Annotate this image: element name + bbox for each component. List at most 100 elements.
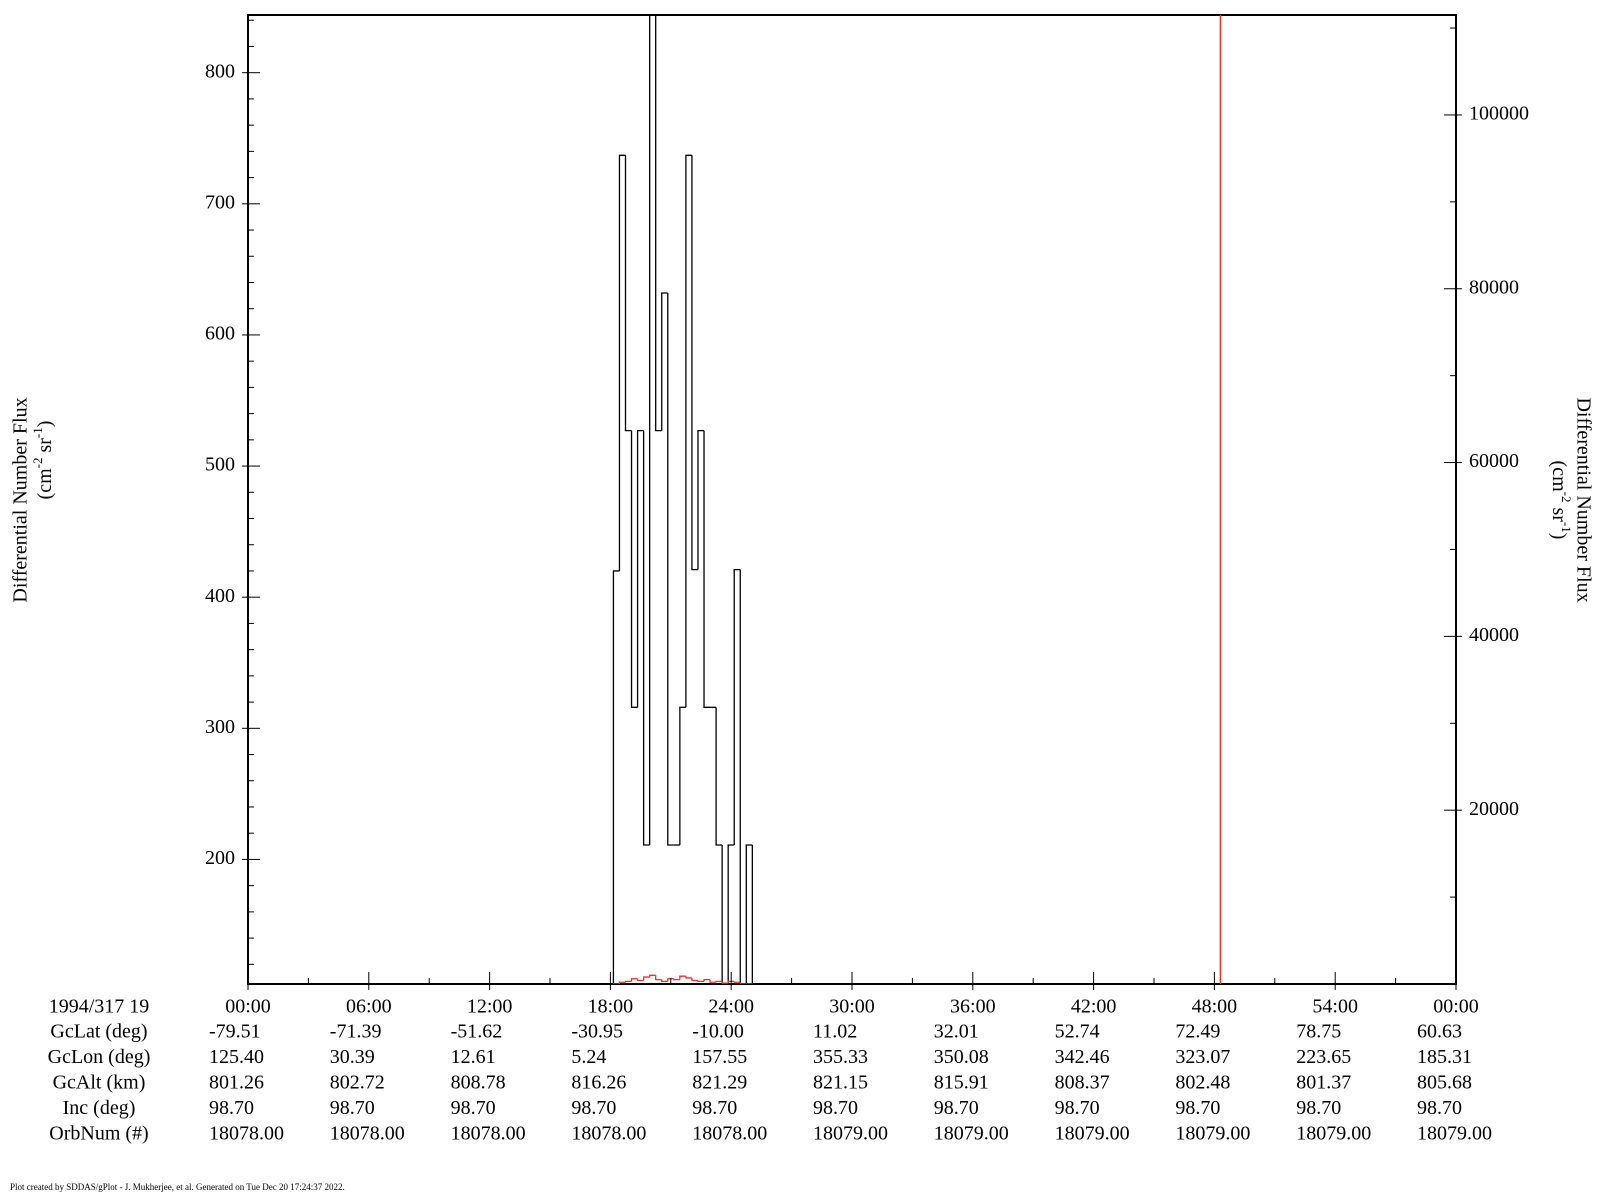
y-tick-label: 700 (205, 191, 235, 213)
ephemeris-value: 98.70 (1175, 1097, 1220, 1119)
y-tick-label: 400 (205, 585, 235, 607)
ephemeris-value: -79.51 (209, 1021, 261, 1043)
ephemeris-value: 323.07 (1175, 1046, 1230, 1068)
ephemeris-value: 157.55 (692, 1046, 747, 1068)
ephemeris-value: -10.00 (692, 1021, 744, 1043)
ephemeris-value: 808.37 (1055, 1072, 1110, 1094)
y2-tick-label: 80000 (1469, 276, 1519, 298)
ephemeris-value: -71.39 (330, 1021, 382, 1043)
x-tick-label: 00:00 (225, 996, 271, 1018)
ephemeris-value: 98.70 (1417, 1097, 1462, 1119)
y-tick-label: 300 (205, 716, 235, 738)
ephemeris-value: 801.26 (209, 1072, 264, 1094)
histogram-step (703, 979, 711, 982)
x-tick-label: 42:00 (1071, 996, 1117, 1018)
ephemeris-value: 808.78 (451, 1072, 506, 1094)
histogram-step (691, 977, 698, 982)
histogram-step (655, 975, 662, 981)
ephemeris-value: 52.74 (1055, 1021, 1100, 1043)
ephemeris-value: 801.37 (1296, 1072, 1351, 1094)
histogram-step (745, 844, 753, 984)
histogram-step (727, 980, 735, 984)
histogram-step (691, 155, 698, 571)
y2-tick-label: 40000 (1469, 624, 1519, 646)
histogram-step (739, 569, 741, 984)
x-tick-label: 12:00 (467, 996, 513, 1018)
ephemeris-value: 816.26 (571, 1072, 626, 1094)
ephemeris-label: GcLat (deg) (50, 1021, 147, 1043)
ephemeris-value: 815.91 (934, 1072, 989, 1094)
plot-frame (247, 14, 1457, 985)
ephemeris-value: 18079.00 (1417, 1123, 1492, 1145)
y2-tick-label: 20000 (1469, 798, 1519, 820)
ephemeris-value: 125.40 (209, 1046, 264, 1068)
ephemeris-label: GcLon (deg) (48, 1046, 151, 1068)
histogram-step (630, 430, 638, 708)
histogram-step (721, 845, 723, 984)
ephemeris-value: 60.63 (1417, 1021, 1462, 1043)
ephemeris-value: -30.95 (571, 1021, 623, 1043)
y2-axis-unit: (cm-2 sr-1) (1548, 461, 1574, 540)
ephemeris-value: 98.70 (451, 1097, 496, 1119)
histogram-step (709, 979, 717, 983)
ephemeris-value: 18079.00 (1296, 1123, 1371, 1145)
y2-tick-label: 60000 (1469, 450, 1519, 472)
x-tick-label: 54:00 (1312, 996, 1358, 1018)
plot-area (612, 15, 1222, 984)
histogram-step (642, 430, 650, 846)
histogram-step (636, 978, 644, 982)
ephemeris-value: 11.02 (813, 1021, 857, 1043)
histogram-step (685, 154, 692, 708)
histogram-step (667, 292, 674, 846)
histogram-step (697, 430, 705, 570)
ephemeris-value: 802.72 (330, 1072, 385, 1094)
ephemeris-value: 18078.00 (330, 1123, 405, 1145)
histogram-step (715, 980, 723, 983)
y-tick-label: 500 (205, 454, 235, 476)
ephemeris-value: 5.24 (571, 1046, 606, 1068)
ephemeris-value: 18079.00 (934, 1123, 1009, 1145)
ephemeris-value: 18078.00 (692, 1123, 767, 1145)
ephemeris-value: 18078.00 (451, 1123, 526, 1145)
unit-superscript: -2 (30, 458, 45, 469)
ephemeris-value: 98.70 (813, 1097, 858, 1119)
ephemeris-label: OrbNum (#) (49, 1123, 148, 1145)
ephemeris-value: 18078.00 (571, 1123, 646, 1145)
unit-superscript: -2 (1559, 492, 1574, 503)
y2-axis-label: Differential Number Flux (1572, 397, 1594, 602)
ephemeris-value: 98.70 (571, 1097, 616, 1119)
ephemeris-value: 98.70 (934, 1097, 979, 1119)
histogram-step (673, 978, 680, 981)
unit-text: ) (1548, 533, 1570, 540)
unit-text: ) (34, 421, 56, 428)
y-tick-label: 600 (205, 323, 235, 345)
histogram-step (661, 292, 668, 431)
histogram-step (721, 981, 729, 984)
unit-text: sr (34, 438, 56, 453)
x-tick-label: 18:00 (588, 996, 634, 1018)
histogram-step (642, 976, 650, 981)
x-tick-label: 06:00 (346, 996, 392, 1018)
histogram-step (624, 155, 632, 432)
y-axis-unit: (cm-2 sr-1) (30, 421, 56, 500)
x-tick-label: 36:00 (950, 996, 996, 1018)
unit-text: (cm (1548, 461, 1570, 493)
histogram-step (703, 430, 711, 708)
y-tick-label: 800 (205, 60, 235, 82)
x-tick-label: 30:00 (829, 996, 875, 1018)
ephemeris-value: 32.01 (934, 1021, 979, 1043)
histogram-step (733, 569, 741, 846)
y2-tick-label: 100000 (1469, 103, 1529, 125)
histogram-step (715, 707, 723, 846)
ephemeris-value: 805.68 (1417, 1072, 1472, 1094)
histogram-step (679, 975, 686, 980)
ephemeris-value: 98.70 (330, 1097, 375, 1119)
ephemeris-value: 18079.00 (1055, 1123, 1130, 1145)
ephemeris-value: 18078.00 (209, 1123, 284, 1145)
histogram-step (727, 844, 735, 984)
histogram-step (618, 981, 626, 984)
histogram-step (697, 980, 705, 983)
ephemeris-value: 12.61 (451, 1046, 496, 1068)
ephemeris-value: 98.70 (692, 1097, 737, 1119)
ephemeris-value: 30.39 (330, 1046, 375, 1068)
